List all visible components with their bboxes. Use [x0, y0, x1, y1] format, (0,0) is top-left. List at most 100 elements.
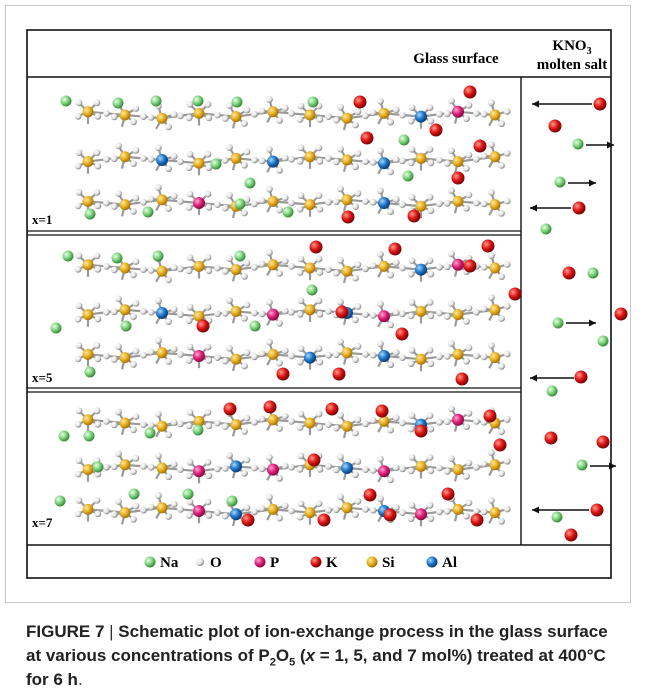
o-atom [288, 110, 295, 117]
legend-label-al: Al [442, 555, 457, 571]
o-atom [251, 156, 258, 164]
o-atom [185, 114, 193, 122]
o-atom [296, 513, 304, 521]
o-atom [426, 299, 434, 306]
si-atom [489, 459, 501, 471]
o-atom [354, 261, 362, 269]
o-atom [204, 303, 212, 311]
o-atom [399, 354, 406, 361]
na-ion [226, 495, 238, 507]
na-ion [552, 317, 564, 329]
o-atom [377, 455, 384, 463]
na-ion [234, 198, 246, 210]
o-atom [204, 150, 212, 158]
o-atom [503, 261, 511, 268]
o-atom [266, 493, 273, 501]
o-atom [426, 104, 434, 111]
o-atom [94, 470, 102, 478]
o-atom [281, 194, 289, 202]
o-atom [399, 310, 406, 318]
o-atom [426, 454, 434, 461]
o-atom [297, 144, 305, 152]
o-atom [155, 297, 162, 305]
si-atom [341, 112, 353, 124]
si-atom [489, 352, 501, 364]
o-atom [214, 264, 221, 272]
o-atom [243, 504, 251, 512]
o-atom [407, 270, 415, 278]
o-atom [399, 419, 406, 427]
o-atom [75, 407, 83, 415]
o-atom [205, 164, 213, 172]
o-atom [147, 348, 155, 356]
k-ion [196, 319, 210, 333]
si-atom [489, 262, 501, 274]
o-atom [110, 203, 118, 210]
o-atom [448, 455, 455, 463]
na-ion [398, 134, 410, 146]
k-ion [309, 240, 323, 254]
o-atom [165, 473, 172, 481]
si-atom [267, 414, 279, 426]
o-atom [498, 315, 505, 322]
o-atom [315, 255, 323, 263]
o-atom [110, 266, 118, 274]
si-atom [230, 353, 242, 365]
o-atom [276, 206, 283, 214]
o-atom [387, 208, 394, 216]
k-ion [596, 435, 610, 449]
o-atom [177, 198, 184, 205]
o-atom [177, 466, 184, 473]
o-atom [296, 358, 304, 366]
na-ion [54, 495, 66, 507]
na-ion [62, 250, 74, 262]
si-atom [415, 353, 427, 365]
o-atom [94, 202, 102, 210]
si-atom [193, 107, 205, 119]
o-atom [74, 162, 82, 170]
caption-prefix: FIGURE 7 [26, 622, 105, 641]
o-atom [140, 351, 147, 359]
o-atom [93, 407, 101, 415]
k-ion [332, 367, 346, 381]
si-atom [304, 262, 316, 274]
p-atom [452, 105, 464, 118]
o-atom [377, 97, 384, 105]
o-atom [436, 353, 443, 361]
si-atom [267, 106, 279, 118]
o-atom [480, 152, 488, 160]
o-atom [241, 209, 248, 217]
o-atom [258, 505, 266, 513]
panel-label-x7: x=7 [32, 515, 53, 530]
k-ion [508, 287, 522, 301]
o-atom [165, 165, 172, 173]
o-atom [241, 314, 248, 322]
o-atom [165, 276, 172, 284]
exchange-arrows [530, 100, 616, 514]
al-atom [378, 350, 390, 362]
o-atom [325, 506, 332, 514]
si-atom [304, 507, 316, 519]
o-atom [369, 159, 377, 166]
o-atom [480, 305, 488, 313]
o-atom [155, 452, 162, 460]
o-atom [443, 160, 451, 167]
o-atom [103, 155, 110, 163]
o-atom [177, 506, 184, 513]
o-atom [498, 120, 505, 128]
na-ion [60, 95, 72, 107]
o-atom [362, 311, 369, 318]
o-atom [352, 316, 359, 324]
o-atom [407, 360, 415, 368]
o-atom [177, 311, 184, 318]
o-atom [288, 199, 295, 207]
o-atom [186, 101, 194, 108]
si-atom [156, 194, 168, 206]
o-atom [443, 468, 451, 475]
o-atom [276, 425, 283, 432]
o-atom [186, 190, 194, 198]
o-atom [392, 349, 400, 356]
o-atom [503, 302, 511, 310]
o-atom [369, 506, 377, 514]
na-ion [402, 170, 414, 182]
